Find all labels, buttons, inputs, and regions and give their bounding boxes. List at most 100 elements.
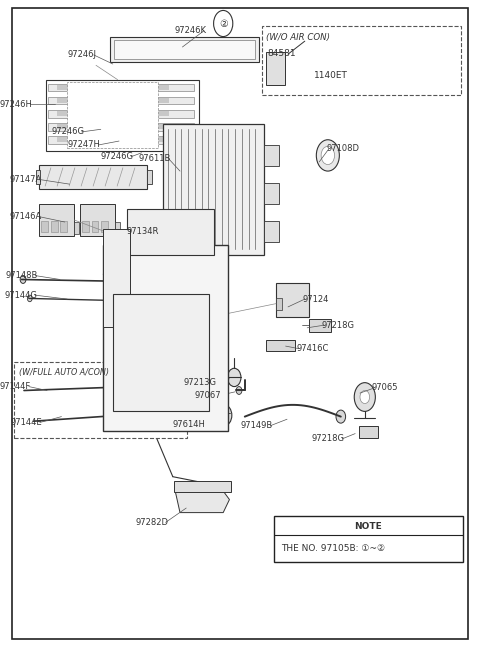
Bar (264, 183, 279, 204)
Bar (109, 415, 227, 430)
Bar (51, 221, 58, 232)
Bar (174, 481, 231, 492)
Text: (W/O AIR CON): (W/O AIR CON) (266, 33, 330, 42)
Bar (88, 137, 107, 142)
Bar (262, 26, 461, 95)
Text: 97144G: 97144G (5, 291, 37, 300)
Bar (119, 85, 138, 90)
Text: 97282D: 97282D (135, 518, 168, 527)
Bar (266, 340, 295, 351)
Text: 97416C: 97416C (297, 344, 329, 353)
Bar (150, 137, 169, 142)
Bar (88, 98, 107, 103)
Text: 97147A: 97147A (10, 175, 42, 184)
Bar (276, 283, 309, 317)
Text: 97247H: 97247H (68, 140, 101, 150)
Bar (276, 298, 282, 310)
Text: 97218G: 97218G (312, 434, 345, 443)
Bar (88, 85, 107, 90)
Bar (309, 319, 331, 332)
Circle shape (144, 340, 163, 366)
Text: 97065: 97065 (372, 383, 398, 392)
Bar (114, 40, 255, 59)
Circle shape (270, 61, 281, 76)
Text: 97149B: 97149B (240, 421, 273, 430)
Text: 97246J: 97246J (67, 50, 96, 59)
Text: (W/FULL AUTO A/CON): (W/FULL AUTO A/CON) (19, 368, 109, 377)
Bar (115, 222, 120, 234)
Bar (127, 209, 214, 255)
Bar (67, 82, 158, 148)
Text: 97148B: 97148B (5, 271, 37, 280)
Bar (264, 221, 279, 242)
Bar (266, 52, 285, 85)
Bar (48, 84, 194, 91)
Text: 97246G: 97246G (100, 152, 133, 161)
Text: 97146A: 97146A (10, 212, 42, 221)
Bar (359, 426, 378, 438)
Circle shape (27, 295, 32, 302)
Text: 97611B: 97611B (138, 153, 170, 163)
Text: 97246H: 97246H (0, 100, 33, 109)
Text: 97108D: 97108D (326, 144, 360, 153)
Text: 97134R: 97134R (126, 227, 158, 236)
Text: NOTE: NOTE (355, 522, 382, 531)
Bar (57, 124, 76, 129)
Circle shape (22, 387, 28, 394)
Bar (39, 204, 74, 236)
Text: 97144E: 97144E (11, 418, 42, 427)
Bar (209, 328, 228, 343)
Text: 97124: 97124 (302, 295, 329, 304)
Bar (274, 516, 463, 562)
Bar (209, 387, 228, 402)
Bar (150, 111, 169, 116)
Text: 1140ET: 1140ET (314, 71, 348, 80)
Circle shape (214, 10, 233, 37)
Circle shape (236, 387, 242, 394)
Bar (150, 124, 169, 129)
Text: 97218G: 97218G (322, 321, 355, 330)
Bar (48, 110, 194, 118)
Bar (103, 229, 130, 326)
Bar (119, 111, 138, 116)
Bar (57, 85, 76, 90)
Circle shape (228, 368, 241, 387)
Bar (103, 245, 228, 431)
Text: 97246K: 97246K (174, 26, 206, 35)
Bar (41, 221, 48, 232)
Bar (92, 221, 98, 232)
Circle shape (336, 410, 346, 423)
Bar (264, 145, 279, 166)
Text: 97246G: 97246G (51, 127, 84, 136)
Bar (209, 309, 228, 323)
Circle shape (273, 342, 279, 349)
Text: 97067: 97067 (194, 391, 221, 400)
Bar (57, 98, 76, 103)
Polygon shape (175, 491, 229, 513)
Text: 97614H: 97614H (173, 420, 205, 429)
Bar (57, 137, 76, 142)
Circle shape (304, 35, 311, 44)
Circle shape (321, 146, 335, 165)
Circle shape (316, 140, 339, 171)
Bar (119, 124, 138, 129)
Text: 97144F: 97144F (0, 382, 31, 391)
Bar (150, 98, 169, 103)
Bar (150, 85, 169, 90)
Bar (110, 37, 259, 62)
Circle shape (216, 405, 232, 426)
Bar (74, 222, 79, 234)
Bar (46, 80, 199, 151)
Bar (57, 111, 76, 116)
Bar (119, 137, 138, 142)
Bar (39, 165, 147, 189)
Circle shape (121, 308, 186, 397)
Bar (82, 221, 89, 232)
Bar (113, 294, 209, 411)
Bar (48, 136, 194, 144)
Bar (36, 170, 40, 184)
Bar (163, 124, 264, 255)
Circle shape (284, 288, 301, 311)
Bar (48, 123, 194, 131)
Text: ②: ② (219, 18, 228, 29)
